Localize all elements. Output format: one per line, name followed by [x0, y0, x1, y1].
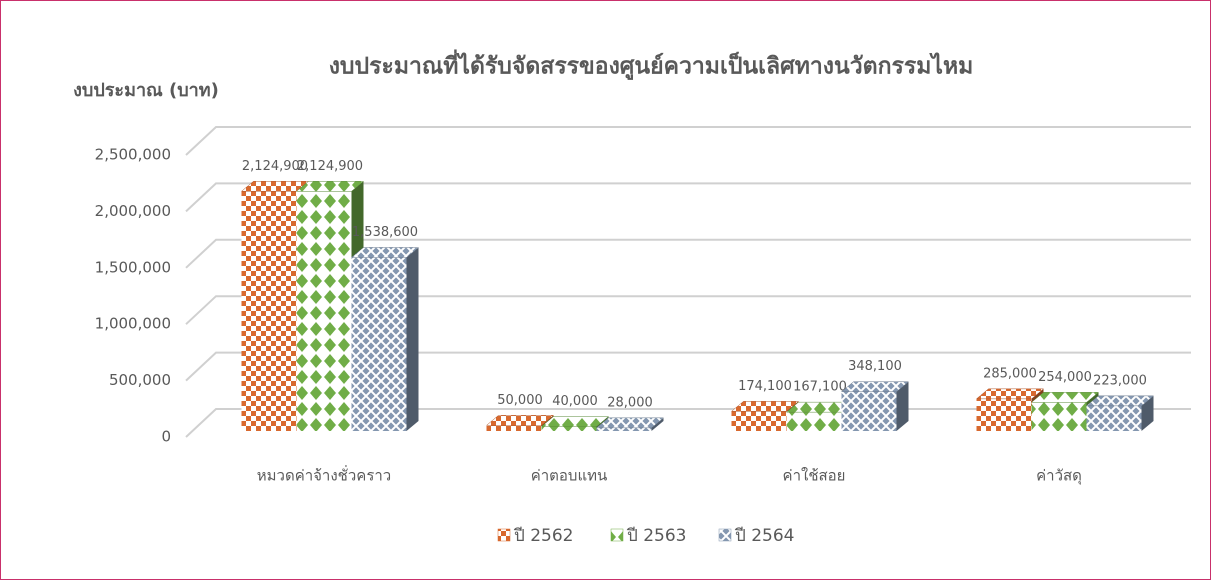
bar — [351, 257, 407, 431]
data-label: 223,000 — [1093, 373, 1147, 388]
data-label: 40,000 — [552, 394, 598, 409]
grid-line — [185, 126, 1191, 156]
x-tick-label: ค่าใช้สอย — [783, 467, 846, 485]
bar-side — [1141, 395, 1154, 431]
data-label: 28,000 — [607, 395, 653, 410]
y-axis-label: งบประมาณ (บาท) — [73, 80, 219, 101]
y-tick-label: 2,000,000 — [95, 202, 171, 220]
legend-label: ปี 2563 — [626, 526, 686, 546]
data-label: 2,124,900 — [242, 159, 308, 174]
legend-label: ปี 2562 — [513, 526, 573, 546]
data-label: 50,000 — [497, 393, 543, 408]
grid-line — [185, 351, 1191, 382]
x-tick-label: หมวดค่าจ้างชั่วคราว — [257, 465, 391, 485]
bar-top — [975, 388, 1045, 400]
bar-top — [350, 247, 420, 258]
data-label: 1,538,600 — [352, 225, 418, 240]
bar-top — [730, 401, 800, 412]
bar-top — [1030, 392, 1100, 403]
bar — [296, 191, 352, 431]
bar-top — [540, 416, 610, 427]
bar-top — [295, 181, 365, 192]
data-label: 285,000 — [983, 366, 1037, 381]
bar — [976, 398, 1032, 431]
y-tick-label: 1,000,000 — [95, 315, 171, 333]
y-tick-label: 2,500,000 — [95, 146, 171, 164]
data-label: 348,100 — [848, 359, 902, 374]
x-tick-label: ค่าวัสดุ — [1036, 467, 1082, 486]
grid-line — [185, 238, 1191, 269]
data-label: 254,000 — [1038, 370, 1092, 385]
bar-top — [595, 417, 665, 429]
grid-line — [185, 295, 1191, 325]
legend-swatch — [610, 528, 624, 542]
legend-swatch — [718, 528, 732, 542]
bar-top — [840, 381, 910, 392]
bar-top — [485, 415, 555, 426]
bar — [841, 391, 897, 431]
bar — [596, 427, 652, 431]
data-label: 174,100 — [738, 379, 792, 394]
bar-top — [1085, 395, 1155, 407]
data-label: 167,100 — [793, 380, 847, 395]
grid-line — [185, 182, 1191, 213]
y-tick-label: 500,000 — [109, 371, 171, 389]
legend-swatch — [497, 528, 511, 542]
legend-label: ปี 2564 — [734, 526, 794, 546]
bar — [1031, 402, 1087, 431]
bar — [241, 191, 297, 431]
bar — [786, 412, 842, 431]
bar-side — [896, 381, 909, 431]
y-tick-label: 0 — [161, 428, 171, 446]
bar — [486, 425, 542, 431]
bar-side — [406, 247, 419, 431]
bar — [731, 411, 787, 431]
bar — [1086, 405, 1142, 431]
x-tick-label: ค่าตอบแทน — [531, 467, 608, 485]
data-label: 2,124,900 — [297, 159, 363, 174]
y-tick-label: 1,500,000 — [95, 258, 171, 276]
bar-side — [651, 417, 664, 431]
chart-title: งบประมาณที่ได้รับจัดสรรของศูนย์ความเป็นเ… — [329, 49, 974, 81]
bar — [541, 426, 597, 431]
